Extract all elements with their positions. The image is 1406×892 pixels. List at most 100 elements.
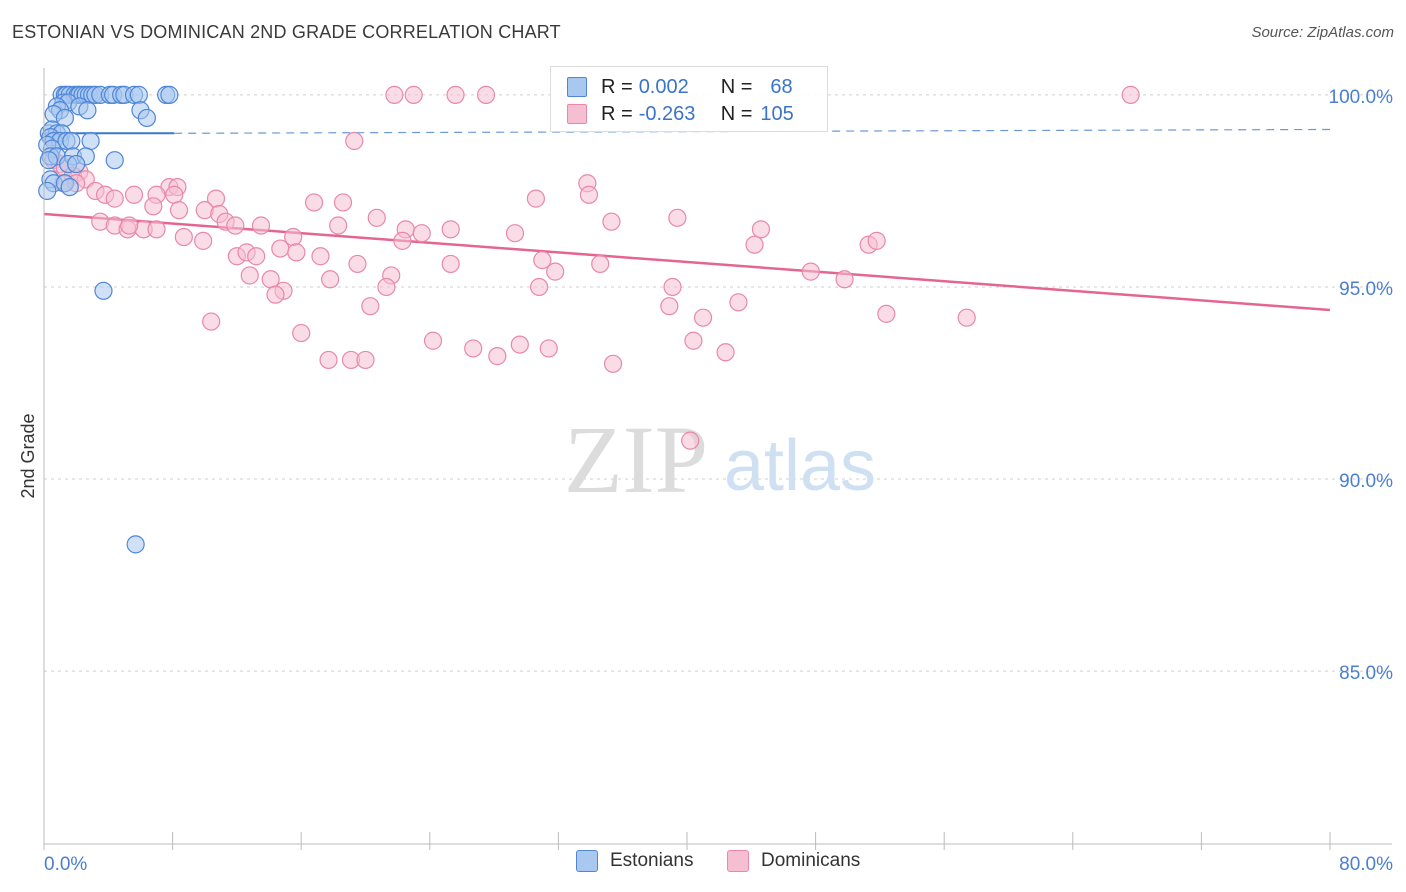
estonian-point bbox=[38, 181, 57, 201]
legend-item-estonians[interactable]: Estonians bbox=[576, 850, 693, 872]
dominican-point bbox=[476, 85, 496, 104]
dominican-point bbox=[247, 247, 266, 266]
estonian-point bbox=[94, 281, 113, 300]
estonian-point bbox=[39, 151, 58, 170]
y-axis-label: 2nd Grade bbox=[18, 413, 38, 498]
correlation-legend: R = 0.002 N = 68 R = -0.263 N = 105 bbox=[550, 66, 828, 132]
x-tick-label: 80.0% bbox=[1339, 854, 1393, 875]
dominican-point bbox=[801, 262, 820, 281]
estonians-legend-swatch bbox=[576, 850, 598, 872]
dominican-point bbox=[464, 339, 483, 358]
watermark-atlas: atlas bbox=[724, 426, 876, 506]
dominican-point bbox=[446, 85, 465, 104]
dominican-point bbox=[174, 227, 193, 247]
x-tick-label: 0.0% bbox=[44, 854, 87, 875]
dominican-point bbox=[693, 308, 713, 327]
dominican-point bbox=[533, 250, 552, 270]
dominicans-swatch bbox=[567, 104, 587, 124]
r-value: -0.263 bbox=[638, 102, 696, 125]
y-tick-label: 85.0% bbox=[1339, 663, 1393, 684]
dominican-point bbox=[505, 224, 525, 243]
estonian-point bbox=[160, 85, 179, 104]
dominican-point bbox=[663, 277, 682, 297]
chart-title: ESTONIAN VS DOMINICAN 2ND GRADE CORRELAT… bbox=[12, 22, 561, 42]
dominican-point bbox=[144, 197, 163, 216]
dominican-point bbox=[105, 189, 124, 208]
dominican-point bbox=[147, 220, 166, 239]
estonian-point bbox=[67, 154, 86, 174]
dominican-point bbox=[745, 235, 764, 254]
dominican-point bbox=[660, 297, 679, 316]
dominican-point bbox=[684, 331, 703, 350]
dominican-point bbox=[423, 331, 443, 350]
estonians-swatch bbox=[567, 77, 587, 97]
legend-row-estonians: R = 0.002 N = 68 bbox=[567, 74, 793, 100]
dominican-point bbox=[546, 262, 565, 281]
dominican-point bbox=[510, 335, 529, 354]
dominican-point bbox=[729, 293, 748, 312]
dominican-point bbox=[835, 270, 854, 289]
dominican-point bbox=[602, 212, 621, 231]
dominican-point bbox=[356, 350, 375, 370]
source-attribution: Source: ZipAtlas.com bbox=[1251, 24, 1394, 41]
dominican-point bbox=[716, 343, 735, 362]
dominican-point bbox=[124, 185, 144, 204]
n-label: N = bbox=[720, 75, 753, 98]
dominican-point bbox=[226, 216, 245, 235]
dominican-point bbox=[333, 193, 353, 212]
dominican-point bbox=[165, 185, 184, 204]
dominican-point bbox=[377, 277, 396, 297]
dominican-point bbox=[361, 297, 380, 316]
dominican-point bbox=[304, 193, 324, 212]
n-value: 68 bbox=[770, 75, 793, 98]
y-tick-label: 90.0% bbox=[1339, 471, 1393, 492]
dominican-point bbox=[385, 85, 404, 104]
dominican-point bbox=[271, 239, 290, 258]
dominican-point bbox=[441, 254, 460, 274]
watermark: ZIP atlas bbox=[564, 406, 876, 513]
dominican-point bbox=[321, 270, 340, 289]
dominican-point bbox=[404, 85, 423, 104]
estonian-point bbox=[129, 85, 148, 104]
dominican-point bbox=[957, 308, 976, 327]
grid-layer bbox=[44, 94, 1392, 672]
dominican-point bbox=[603, 354, 623, 373]
dominican-point bbox=[202, 312, 221, 331]
n-label: N = bbox=[720, 102, 753, 125]
dominican-point bbox=[348, 254, 367, 274]
legend-item-dominicans[interactable]: Dominicans bbox=[727, 850, 860, 872]
dominican-point bbox=[526, 189, 545, 208]
dominican-point bbox=[266, 285, 285, 304]
estonian-point bbox=[137, 108, 156, 128]
estonian-point bbox=[126, 535, 145, 554]
dominican-point bbox=[488, 347, 507, 366]
r-value: 0.002 bbox=[638, 75, 689, 98]
dominican-point bbox=[287, 243, 306, 262]
r-label: R = bbox=[601, 102, 633, 125]
dominican-point bbox=[579, 185, 599, 204]
dominican-point bbox=[345, 131, 364, 151]
dominican-point bbox=[240, 266, 259, 285]
dominican-point bbox=[412, 224, 431, 243]
dominican-point bbox=[194, 231, 213, 250]
n-value: 105 bbox=[760, 102, 794, 125]
dominican-point bbox=[251, 216, 271, 235]
dominican-point bbox=[319, 350, 338, 370]
dominican-point bbox=[877, 304, 896, 323]
estonian-point bbox=[81, 131, 100, 151]
r-label: R = bbox=[601, 75, 633, 98]
dominican-point bbox=[367, 208, 386, 227]
dominican-point bbox=[681, 431, 700, 450]
dominican-point bbox=[1121, 85, 1140, 104]
dominican-point bbox=[530, 277, 549, 297]
legend-row-dominicans: R = -0.263 N = 105 bbox=[567, 101, 794, 127]
estonian-point bbox=[60, 177, 79, 197]
estonian-points bbox=[38, 85, 179, 554]
dominicans-legend-label: Dominicans bbox=[761, 850, 861, 871]
y-tick-label: 95.0% bbox=[1339, 279, 1393, 300]
estonian-point bbox=[62, 131, 81, 151]
estonian-point bbox=[78, 101, 97, 120]
dominican-points bbox=[44, 85, 1140, 450]
axes: 85.0% 90.0% 95.0% 100.0% 0.0% 80.0% bbox=[43, 68, 1393, 875]
